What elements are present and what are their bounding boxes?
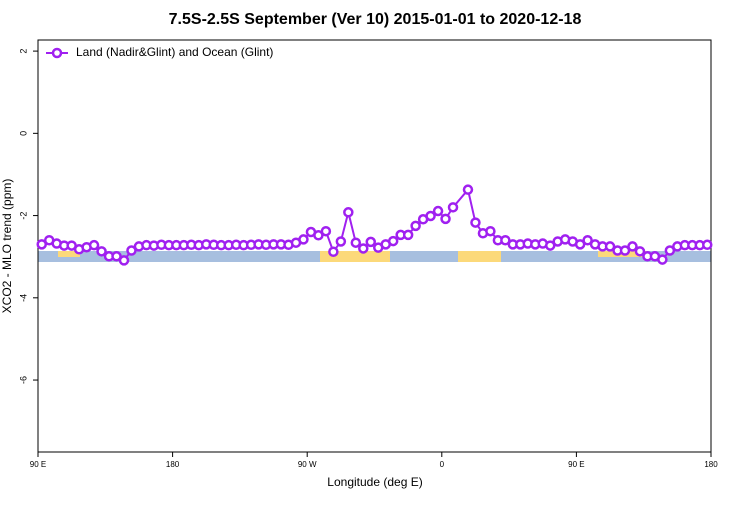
data-point	[96, 246, 107, 257]
data-point	[619, 245, 631, 256]
data-point	[425, 210, 436, 222]
chart-title: 7.5S-2.5S September (Ver 10) 2015-01-01 …	[169, 11, 582, 28]
data-point	[118, 255, 130, 266]
legend-marker	[51, 47, 63, 59]
data-point	[387, 235, 399, 247]
land-band	[458, 251, 501, 262]
data-point	[544, 240, 556, 251]
data-point	[126, 245, 137, 256]
land-band	[320, 251, 390, 262]
y-tick-label: 2	[18, 49, 28, 54]
legend-label: Land (Nadir&Glint) and Ocean (Glint)	[76, 45, 273, 59]
data-point	[111, 251, 122, 262]
data-point	[657, 254, 668, 265]
data-point	[402, 229, 414, 241]
x-tick-label: 90 E	[30, 460, 46, 469]
data-point	[462, 184, 474, 195]
data-point	[432, 205, 444, 217]
data-point	[702, 239, 713, 251]
data-point	[328, 246, 339, 258]
y-axis-label: XCO2 - MLO trend (ppm)	[0, 179, 14, 314]
land-band	[58, 251, 80, 257]
x-tick-label: 90 E	[568, 460, 584, 469]
data-point	[343, 207, 354, 218]
data-point	[365, 236, 377, 248]
data-point	[582, 234, 593, 246]
data-point	[574, 239, 586, 250]
data-point	[440, 213, 451, 225]
data-point	[350, 237, 362, 248]
x-tick-label: 90 W	[298, 460, 317, 469]
x-axis-label: Longitude (deg E)	[327, 475, 422, 489]
y-tick-label: -6	[18, 376, 28, 384]
data-point	[88, 239, 100, 251]
data-point	[358, 243, 369, 254]
data-point	[485, 225, 496, 237]
data-point	[634, 246, 646, 257]
data-point	[335, 236, 347, 247]
surface-strip	[38, 251, 711, 262]
data-point	[627, 241, 638, 252]
data-point	[36, 239, 47, 250]
x-tick-label: 180	[704, 460, 718, 469]
data-point	[410, 220, 421, 232]
y-tick-label: -4	[18, 294, 28, 302]
y-tick-label: 0	[18, 131, 28, 136]
data-point	[298, 234, 309, 245]
data-point	[470, 217, 481, 228]
x-tick-label: 0	[440, 460, 445, 469]
data-point	[664, 245, 676, 256]
data-point	[604, 241, 616, 252]
y-tick-label: -2	[18, 212, 28, 220]
data-point	[447, 202, 459, 213]
data-point	[320, 225, 332, 237]
data-point	[500, 234, 511, 246]
data-point	[313, 230, 324, 241]
x-tick-label: 180	[166, 460, 180, 469]
